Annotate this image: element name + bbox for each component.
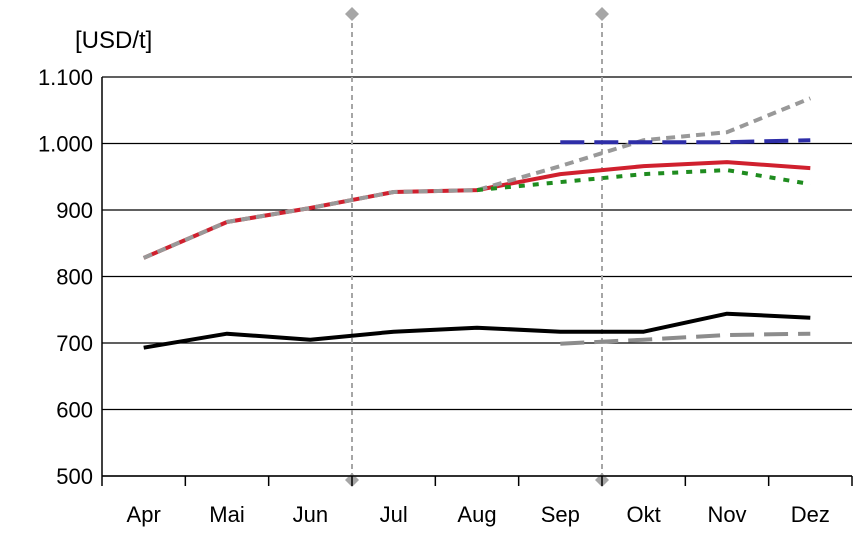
y-tick-label: 700: [56, 331, 93, 356]
axes: [101, 77, 853, 486]
x-tick-label-mai: Mai: [209, 502, 244, 527]
y-tick-label: 800: [56, 265, 93, 290]
y-tick-label: 600: [56, 398, 93, 423]
x-tick-label-jul: Jul: [380, 502, 408, 527]
x-tick-label-nov: Nov: [707, 502, 746, 527]
y-tick-label: 900: [56, 198, 93, 223]
x-tick-label-dez: Dez: [791, 502, 830, 527]
vertical-marker-diamond: [595, 7, 609, 21]
y-tick-label: 500: [56, 464, 93, 489]
grid: [102, 76, 852, 477]
x-tick-label-aug: Aug: [457, 502, 496, 527]
y-tick-label: 1.000: [38, 132, 93, 157]
x-tick-label-okt: Okt: [627, 502, 661, 527]
x-tick-label-apr: Apr: [127, 502, 161, 527]
y-unit-label: [USD/t]: [75, 27, 152, 54]
vertical-markers: [345, 7, 609, 487]
series-line-5: [560, 138, 811, 145]
series-group: [142, 96, 812, 350]
x-tick-label-sep: Sep: [541, 502, 580, 527]
x-tick-label-jun: Jun: [293, 502, 328, 527]
y-tick-label: 1.100: [38, 65, 93, 90]
series-line-3: [142, 96, 812, 260]
vertical-marker-diamond: [345, 7, 359, 21]
series-line-6: [560, 331, 811, 346]
tick-labels: 500 600 700 800 900 1.000 1.100 Apr Mai Jun Jul Aug…: [38, 65, 830, 527]
